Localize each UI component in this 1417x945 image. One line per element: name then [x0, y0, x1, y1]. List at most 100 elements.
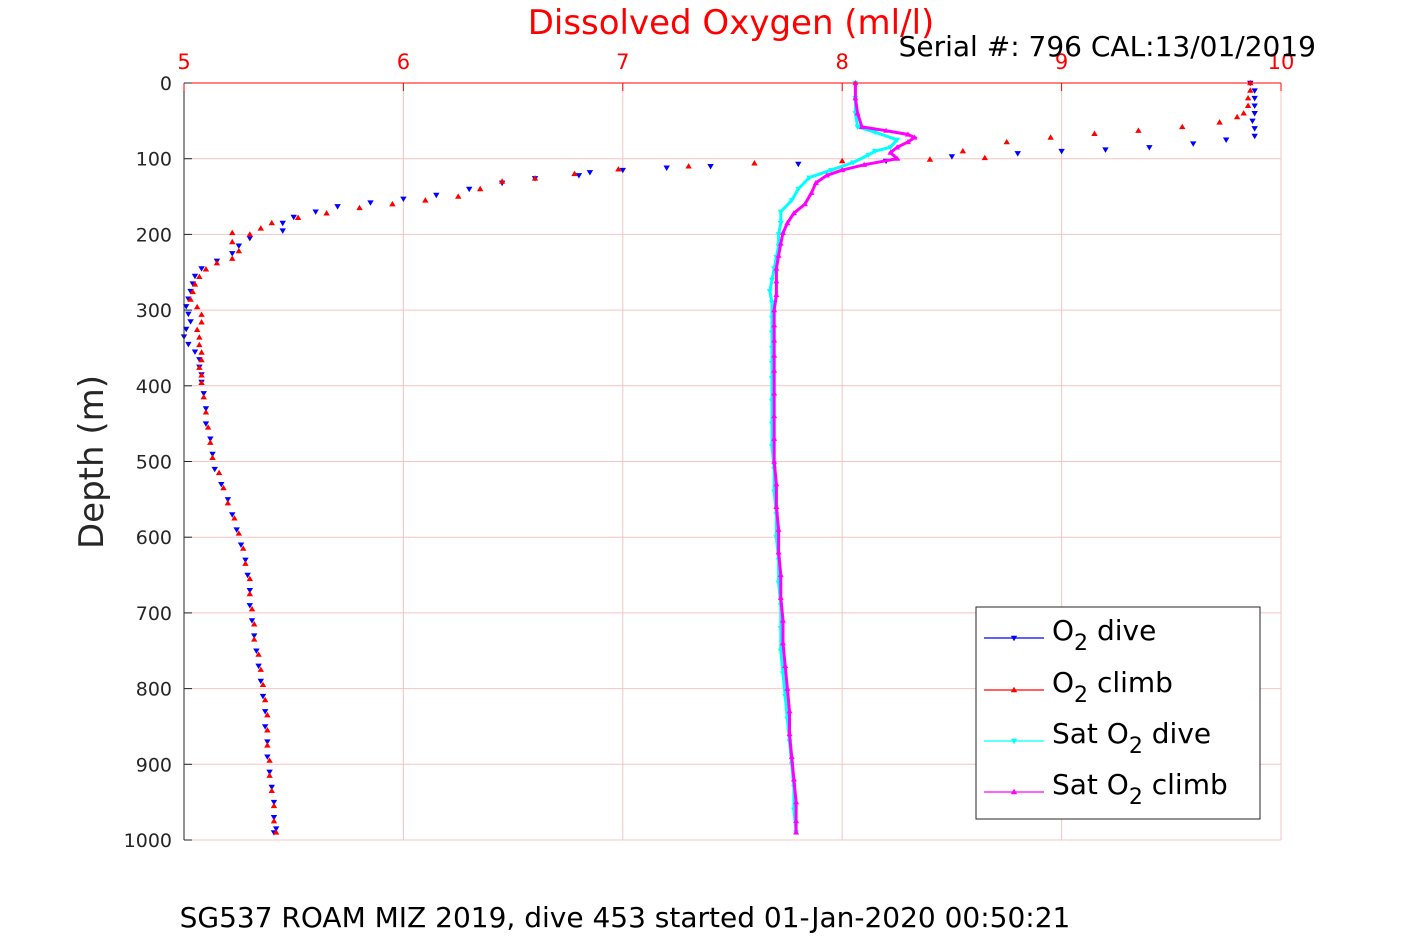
- data-point: [242, 560, 249, 566]
- data-point: [828, 167, 835, 174]
- data-point: [242, 557, 249, 564]
- legend-label-suffix: climb: [1088, 666, 1173, 699]
- data-point: [218, 481, 225, 488]
- data-point: [229, 238, 236, 245]
- data-point: [779, 229, 786, 235]
- data-point: [685, 163, 692, 169]
- series-o2-climb: [187, 79, 1254, 835]
- data-point: [182, 304, 190, 310]
- data-point: [246, 590, 254, 597]
- data-point: [268, 219, 275, 226]
- data-point: [766, 289, 773, 295]
- data-point: [865, 152, 872, 158]
- data-point: [207, 436, 214, 442]
- legend-label-subscript: 2: [1129, 785, 1143, 810]
- legend-label-subscript: 2: [1074, 631, 1088, 656]
- data-point: [775, 252, 782, 258]
- data-point: [266, 757, 273, 763]
- y-tick-label: 600: [136, 527, 172, 549]
- data-point: [229, 512, 236, 518]
- data-point: [839, 167, 846, 173]
- data-point: [619, 167, 626, 174]
- legend-label-subscript: 2: [1129, 734, 1143, 759]
- data-point: [270, 799, 278, 806]
- legend-entry: O2 climb: [984, 666, 1173, 708]
- data-point: [264, 739, 271, 745]
- data-point: [786, 708, 793, 714]
- data-point: [261, 709, 269, 715]
- data-point: [259, 693, 267, 700]
- data-point: [433, 192, 440, 199]
- data-point: [498, 178, 506, 184]
- axes: [183, 82, 1282, 841]
- data-point: [751, 160, 758, 166]
- data-point: [981, 154, 989, 161]
- data-point: [801, 201, 808, 207]
- legend-label-suffix: dive: [1143, 717, 1211, 750]
- data-point: [1244, 102, 1252, 108]
- x-tick-label: 6: [397, 50, 410, 74]
- y-tick-label: 1000: [124, 830, 172, 852]
- x-tick-label: 5: [177, 50, 190, 74]
- data-point: [207, 439, 214, 445]
- data-point: [793, 829, 800, 835]
- data-point: [244, 572, 251, 579]
- data-point: [266, 772, 273, 778]
- data-point: [191, 273, 199, 280]
- data-point: [389, 200, 396, 207]
- serial-calibration-text: Serial #: 796 CAL:13/01/2019: [899, 30, 1316, 63]
- data-point: [312, 209, 319, 215]
- data-point: [204, 424, 212, 430]
- data-point: [779, 640, 786, 646]
- data-point: [264, 742, 271, 748]
- data-point: [264, 727, 271, 733]
- legend-label-suffix: dive: [1088, 614, 1156, 647]
- data-point: [279, 220, 286, 227]
- data-point: [246, 575, 254, 582]
- x-tick-label: 8: [836, 50, 849, 74]
- data-point: [872, 149, 879, 155]
- data-point: [209, 451, 216, 458]
- data-point: [858, 123, 865, 130]
- data-point: [788, 198, 795, 204]
- data-point: [334, 204, 341, 210]
- data-point: [771, 337, 778, 343]
- data-point: [257, 678, 264, 685]
- data-point: [198, 349, 205, 355]
- data-point: [240, 545, 247, 551]
- data-point: [246, 231, 254, 237]
- data-point: [279, 228, 286, 234]
- y-tick-label: 200: [136, 224, 172, 246]
- data-point: [257, 666, 264, 672]
- data-point: [784, 220, 791, 226]
- data-point: [777, 240, 784, 246]
- data-point: [246, 603, 254, 609]
- data-point: [795, 186, 802, 192]
- y-tick-label: 800: [136, 679, 172, 701]
- data-point: [575, 173, 583, 179]
- data-point: [266, 769, 273, 776]
- data-point: [852, 95, 859, 101]
- series-sat-o2-climb: [771, 80, 918, 835]
- data-point: [191, 349, 199, 355]
- data-point: [231, 515, 238, 521]
- data-point: [777, 209, 784, 215]
- data-point: [270, 802, 278, 809]
- data-point: [615, 166, 622, 172]
- data-point: [196, 334, 203, 340]
- x-tick-label: 9: [1055, 50, 1068, 74]
- data-point: [959, 147, 967, 154]
- data-point: [246, 235, 254, 242]
- data-point: [323, 210, 330, 216]
- data-point: [773, 481, 780, 487]
- data-point: [367, 200, 374, 206]
- data-point: [773, 265, 780, 271]
- y-tick-label: 900: [136, 754, 172, 776]
- data-point: [213, 259, 221, 266]
- y-tick-label: 500: [136, 452, 172, 474]
- data-point: [455, 193, 462, 199]
- data-point: [270, 815, 278, 821]
- data-point: [1222, 137, 1230, 143]
- data-point: [771, 367, 778, 373]
- data-point: [196, 341, 203, 348]
